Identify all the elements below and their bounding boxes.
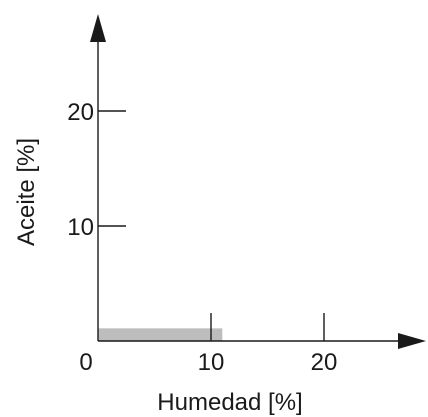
y-tick-label-10: 10 xyxy=(67,214,94,241)
y-tick-label-20: 20 xyxy=(67,99,94,126)
x-tick-label-20: 20 xyxy=(311,349,338,376)
x-tick-label-10: 10 xyxy=(198,349,225,376)
x-ticks: 0 10 20 xyxy=(79,313,337,376)
x-axis-title: Humedad [%] xyxy=(157,389,302,416)
y-axis-title: Aceite [%] xyxy=(13,138,40,246)
moisture-oil-region xyxy=(98,328,223,341)
x-tick-label-0: 0 xyxy=(79,349,92,376)
y-ticks: 10 20 xyxy=(67,99,126,241)
y-axis-arrowhead xyxy=(90,14,106,42)
x-axis-arrowhead xyxy=(398,333,426,349)
